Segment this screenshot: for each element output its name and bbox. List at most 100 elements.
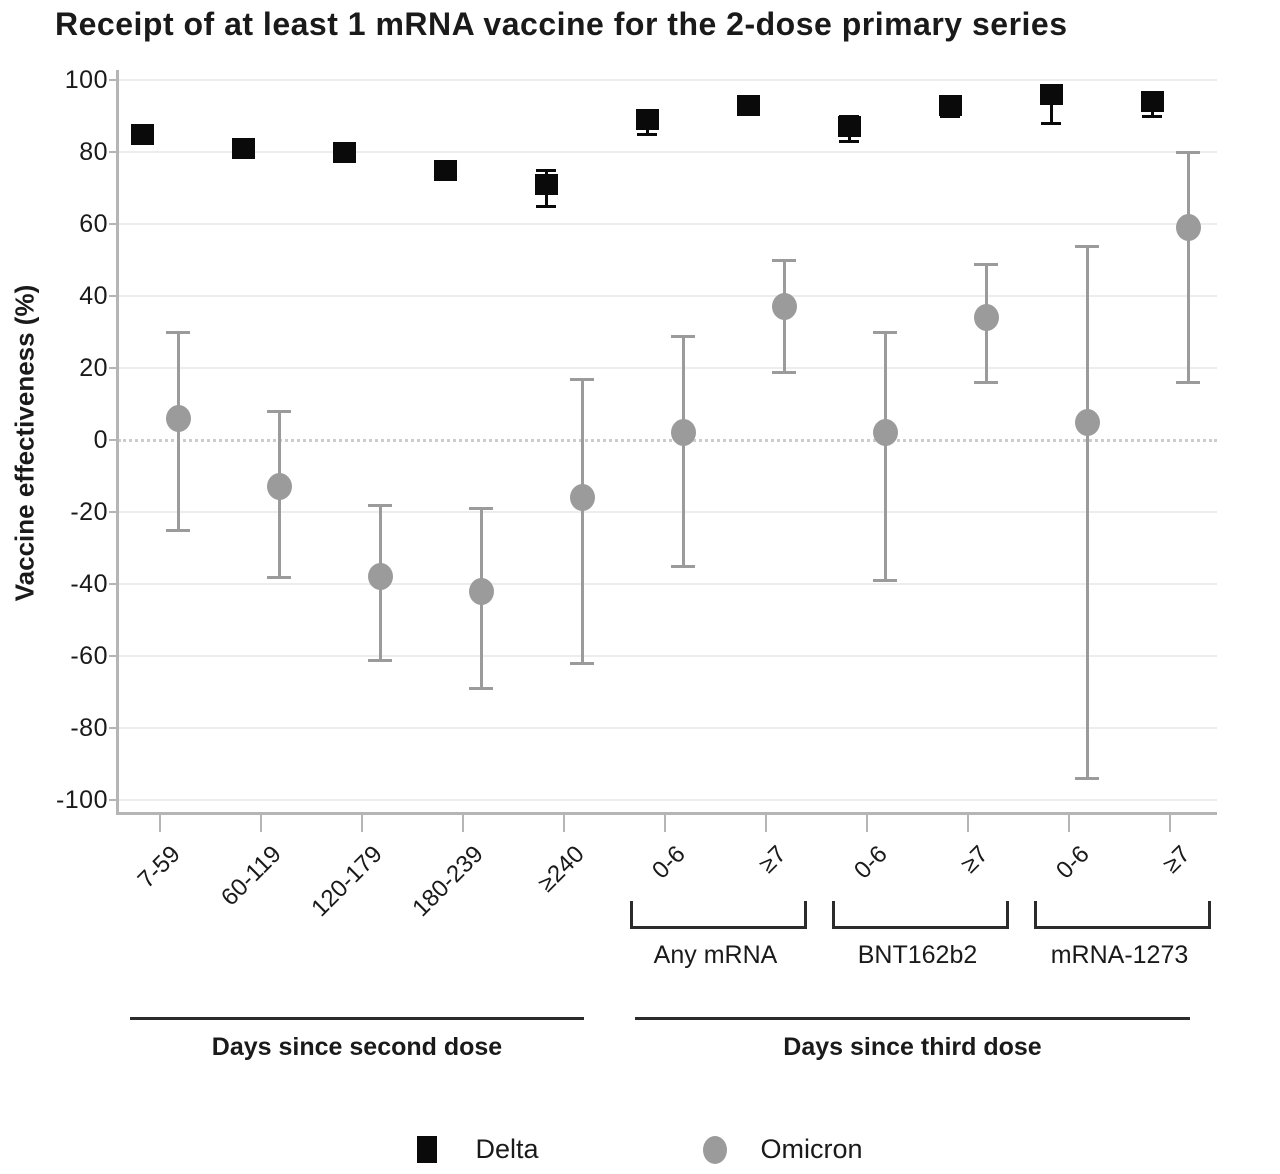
delta-error-cap-bottom: [637, 133, 657, 136]
y-tick-label: 40: [79, 282, 108, 310]
delta-error-cap-bottom: [839, 140, 859, 144]
omicron-error-cap-bottom: [267, 575, 291, 579]
x-axis-tick: [563, 815, 565, 832]
y-tick-label: -80: [70, 714, 108, 742]
omicron-error-cap-top: [772, 259, 796, 262]
delta-error-cap-bottom: [536, 205, 556, 208]
delta-marker: [1140, 91, 1164, 113]
omicron-marker: [670, 419, 696, 447]
omicron-marker: [165, 404, 191, 432]
delta-marker: [837, 116, 861, 138]
delta-marker: [534, 173, 558, 195]
delta-marker: [635, 109, 659, 131]
omicron-marker: [771, 293, 797, 321]
omicron-error-bar: [1186, 152, 1190, 383]
delta-error-bar: [1049, 87, 1053, 124]
y-axis-tick: [109, 799, 118, 801]
subgroup-label: BNT162b2: [857, 941, 978, 969]
y-axis-tick: [109, 727, 118, 729]
omicron-error-cap-bottom: [1176, 381, 1200, 385]
omicron-error-cap-bottom: [368, 658, 392, 662]
x-axis-line: [116, 812, 1217, 815]
gridline: [118, 223, 1217, 225]
subgroup-bracket: [630, 901, 807, 929]
y-axis-line: [116, 70, 119, 815]
legend-omicron-label: Omicron: [760, 1134, 863, 1164]
x-axis-tick: [866, 815, 868, 832]
subgroup-bracket: [1034, 901, 1211, 929]
delta-marker: [130, 123, 154, 145]
y-axis-tick: [109, 295, 118, 297]
omicron-marker: [973, 304, 999, 332]
legend-omicron-marker: [702, 1135, 727, 1164]
y-tick-label: -60: [70, 642, 108, 670]
x-axis-tick: [462, 815, 464, 832]
delta-marker: [1039, 83, 1063, 105]
y-axis-tick: [109, 151, 118, 153]
x-axis-tick: [260, 815, 262, 832]
legend: Delta Omicron: [0, 1134, 1280, 1165]
x-axis-tick: [664, 815, 666, 832]
omicron-marker: [468, 577, 494, 605]
omicron-error-cap-bottom: [671, 565, 695, 568]
group-label: Days since second dose: [211, 1033, 503, 1061]
delta-marker: [736, 94, 760, 116]
gridline: [118, 151, 1217, 153]
omicron-error-cap-bottom: [873, 579, 897, 583]
omicron-error-cap-top: [974, 262, 998, 266]
y-tick-label: -20: [70, 498, 108, 526]
omicron-error-cap-top: [671, 334, 695, 338]
gridline: [118, 295, 1217, 297]
delta-error-cap-top: [536, 169, 556, 172]
omicron-error-cap-bottom: [166, 529, 190, 532]
omicron-error-cap-top: [166, 331, 190, 334]
y-axis-tick: [109, 655, 118, 657]
delta-marker: [332, 141, 356, 163]
y-tick-label: 60: [79, 210, 108, 238]
gridline: [118, 727, 1217, 729]
omicron-marker: [1074, 408, 1100, 436]
gridline: [118, 799, 1217, 801]
gridline: [118, 583, 1217, 585]
chart-title: Receipt of at least 1 mRNA vaccine for t…: [55, 6, 1068, 42]
omicron-error-bar: [1085, 245, 1089, 779]
legend-delta-marker: [417, 1136, 438, 1163]
omicron-error-cap-top: [368, 503, 392, 507]
delta-error-cap-bottom: [1142, 115, 1162, 118]
delta-marker: [231, 137, 255, 159]
y-axis-tick: [109, 511, 118, 513]
omicron-error-bar: [883, 332, 887, 581]
legend-delta-label: Delta: [475, 1134, 539, 1164]
omicron-error-cap-top: [1176, 151, 1200, 154]
omicron-error-cap-top: [873, 331, 897, 334]
omicron-error-bar: [681, 335, 685, 566]
y-axis-tick: [109, 583, 118, 585]
omicron-error-cap-bottom: [974, 381, 998, 385]
omicron-marker: [569, 484, 595, 512]
y-axis-tick: [109, 79, 118, 81]
x-axis-tick: [967, 815, 969, 832]
y-tick-label: 0: [93, 426, 108, 454]
omicron-marker: [872, 419, 898, 447]
y-tick-label: 100: [64, 66, 108, 94]
omicron-marker: [1175, 214, 1201, 242]
omicron-error-cap-top: [1075, 244, 1099, 248]
y-axis-tick: [109, 367, 118, 369]
group-rule: [635, 1017, 1190, 1020]
omicron-error-cap-top: [469, 507, 493, 511]
x-axis-tick: [765, 815, 767, 832]
x-axis-tick: [159, 815, 161, 832]
omicron-error-cap-bottom: [469, 687, 493, 691]
omicron-error-cap-top: [570, 377, 594, 381]
omicron-error-cap-top: [267, 410, 291, 414]
delta-marker: [938, 94, 962, 116]
delta-error-cap-bottom: [940, 115, 960, 118]
y-tick-label: -100: [55, 786, 108, 814]
x-axis-tick: [1169, 815, 1171, 832]
gridline: [118, 511, 1217, 513]
group-rule: [130, 1017, 584, 1020]
gridline: [118, 367, 1217, 369]
x-axis-tick: [361, 815, 363, 832]
